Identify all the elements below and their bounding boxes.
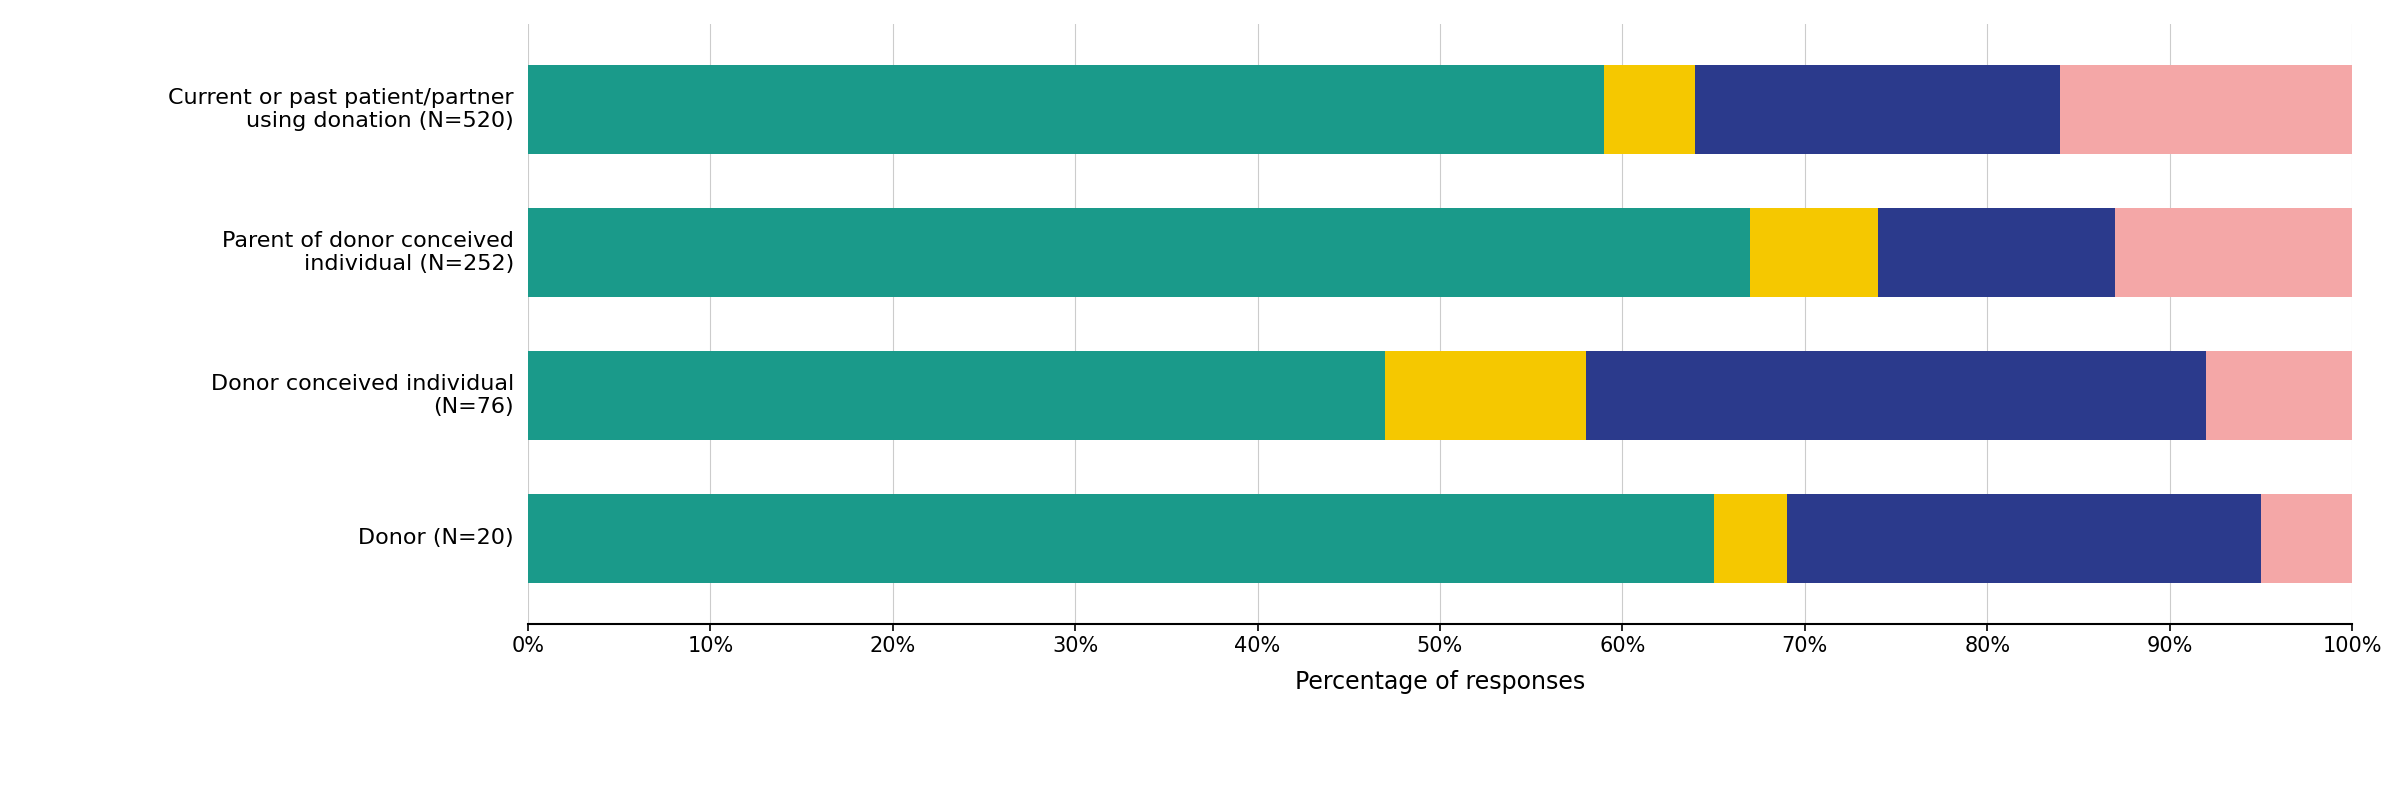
Bar	[528, 208, 1750, 297]
Bar	[1877, 208, 2114, 297]
Bar	[2114, 208, 2352, 297]
Bar	[1786, 494, 2261, 582]
Bar	[2206, 351, 2352, 440]
Bar	[528, 494, 1714, 582]
Bar	[1694, 66, 2059, 154]
Bar	[2261, 494, 2352, 582]
Bar	[1385, 351, 1586, 440]
Bar	[2059, 66, 2352, 154]
Bar	[1750, 208, 1877, 297]
Bar	[1714, 494, 1786, 582]
Bar	[1603, 66, 1694, 154]
Bar	[528, 351, 1385, 440]
Bar	[1586, 351, 2206, 440]
X-axis label: Percentage of responses: Percentage of responses	[1296, 670, 1584, 694]
Bar	[528, 66, 1603, 154]
